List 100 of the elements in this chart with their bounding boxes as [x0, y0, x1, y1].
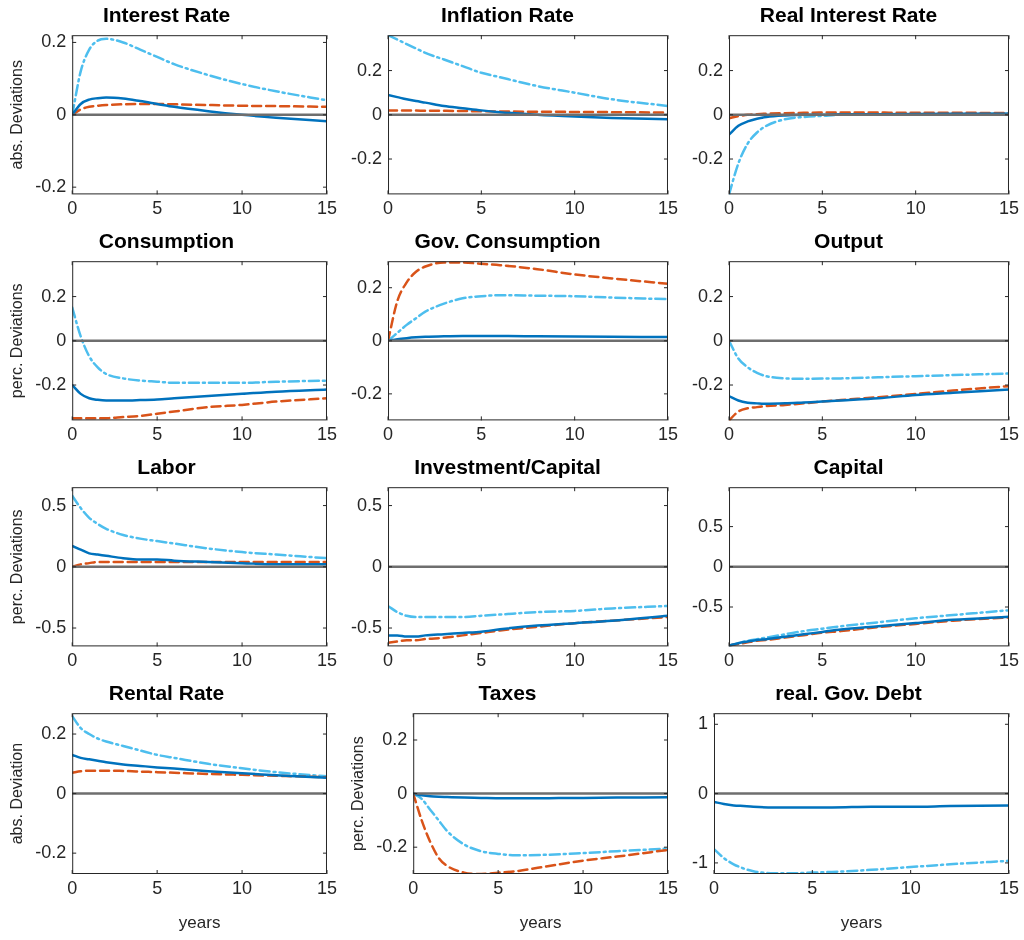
- x-tick-label: 15: [657, 424, 678, 445]
- line-series: [413, 792, 668, 874]
- line-series: [72, 96, 327, 123]
- x-tick-label: 5: [476, 650, 487, 671]
- y-tick-label: 0.5: [41, 494, 67, 515]
- line-series: [72, 102, 327, 117]
- y-tick-label: 0: [372, 555, 383, 576]
- chart-title: real. Gov. Debt: [775, 681, 922, 705]
- y-tick-label: -1: [691, 851, 708, 872]
- line-series: [72, 306, 327, 385]
- x-tick-label: 15: [998, 424, 1019, 445]
- y-tick-label: 0: [372, 329, 383, 350]
- line-series: [714, 847, 1009, 874]
- x-tick-label: 10: [905, 650, 926, 671]
- line-series: [72, 544, 327, 566]
- y-tick-label: 0.2: [41, 285, 67, 306]
- y-tick-label: 0.2: [356, 59, 383, 80]
- line-series: [72, 753, 327, 780]
- line-series: [72, 383, 327, 402]
- line-series: [729, 384, 1009, 421]
- y-axis-title: abs. Deviation: [8, 742, 26, 845]
- y-tick-label: 0.2: [41, 723, 67, 744]
- x-tick-label: 10: [564, 424, 585, 445]
- chart-title: Real Interest Rate: [759, 3, 938, 27]
- x-tick-label: 5: [476, 424, 487, 445]
- y-tick-label: -0.2: [691, 373, 724, 394]
- x-tick-label: 10: [564, 650, 585, 671]
- x-axis-title: years: [178, 913, 221, 933]
- x-tick-label: 15: [998, 650, 1019, 671]
- line-series: [72, 397, 327, 420]
- chart-title: Labor: [137, 455, 196, 479]
- y-tick-label: 0: [372, 103, 383, 124]
- x-tick-label: 15: [316, 877, 337, 898]
- y-tick-label: 1: [697, 713, 708, 734]
- y-axis-title: perc. Deviations: [349, 736, 367, 851]
- y-tick-label: 0.2: [382, 728, 408, 749]
- y-tick-label: 0: [697, 782, 708, 803]
- x-tick-label: 5: [817, 198, 828, 219]
- line-series: [72, 714, 327, 778]
- x-tick-label: 15: [998, 877, 1019, 898]
- x-tick-label: 15: [657, 650, 678, 671]
- chart-title: Rental Rate: [108, 681, 225, 705]
- y-tick-label: 0: [713, 103, 724, 124]
- chart-title: Taxes: [478, 681, 537, 705]
- x-tick-label: 10: [900, 877, 921, 898]
- line-series: [729, 388, 1009, 406]
- chart-title: Interest Rate: [102, 3, 231, 27]
- x-tick-label: 5: [807, 877, 818, 898]
- x-tick-label: 10: [232, 424, 253, 445]
- chart-title: Consumption: [98, 229, 235, 253]
- line-series: [729, 339, 1009, 381]
- y-tick-label: 0: [56, 103, 67, 124]
- x-tick-label: 5: [152, 198, 163, 219]
- x-tick-label: 10: [564, 198, 585, 219]
- y-tick-label: 0.2: [356, 276, 383, 297]
- line-series: [388, 35, 668, 108]
- y-tick-label: 0.2: [697, 59, 724, 80]
- chart-title: Output: [814, 229, 883, 253]
- x-tick-label: 10: [232, 877, 253, 898]
- x-tick-label: 5: [152, 877, 163, 898]
- x-tick-label: 15: [998, 198, 1019, 219]
- line-series: [413, 792, 668, 857]
- y-tick-label: 0: [56, 555, 67, 576]
- y-tick-label: -0.2: [35, 176, 67, 197]
- y-tick-label: -0.2: [350, 382, 383, 403]
- y-tick-label: -0.2: [35, 373, 67, 394]
- chart-title: Capital: [813, 455, 884, 479]
- line-series: [388, 604, 668, 619]
- y-tick-label: -0.2: [376, 836, 408, 857]
- y-tick-label: -0.2: [35, 842, 67, 863]
- x-tick-label: 15: [657, 877, 678, 898]
- y-tick-label: 0.2: [697, 285, 724, 306]
- chart-title: Investment/Capital: [414, 455, 601, 479]
- x-tick-label: 5: [493, 877, 504, 898]
- x-tick-label: 10: [232, 198, 253, 219]
- y-tick-label: -0.2: [691, 147, 724, 168]
- y-tick-label: 0: [713, 555, 724, 576]
- y-tick-label: 0: [713, 329, 724, 350]
- y-tick-label: -0.5: [35, 617, 67, 637]
- x-tick-label: 5: [817, 650, 828, 671]
- x-tick-label: 15: [316, 650, 337, 671]
- chart-title: Gov. Consumption: [414, 229, 601, 253]
- y-axis-title: perc. Deviations: [8, 509, 26, 625]
- y-tick-label: 0: [397, 782, 408, 803]
- x-tick-label: 5: [152, 424, 163, 445]
- x-tick-label: 10: [905, 198, 926, 219]
- y-tick-label: 0.5: [697, 515, 724, 536]
- x-tick-label: 5: [152, 650, 163, 671]
- x-tick-label: 15: [316, 198, 337, 219]
- line-series: [388, 614, 668, 638]
- x-tick-label: 15: [657, 198, 678, 219]
- x-tick-label: 10: [573, 877, 594, 898]
- x-tick-label: 10: [232, 650, 253, 671]
- x-tick-label: 15: [316, 424, 337, 445]
- x-tick-label: 5: [476, 198, 487, 219]
- y-axis-title: perc. Deviations: [8, 283, 26, 399]
- y-tick-label: 0: [56, 329, 67, 350]
- x-axis-title: years: [519, 913, 562, 933]
- y-tick-label: -0.2: [350, 147, 383, 168]
- line-series: [72, 494, 327, 560]
